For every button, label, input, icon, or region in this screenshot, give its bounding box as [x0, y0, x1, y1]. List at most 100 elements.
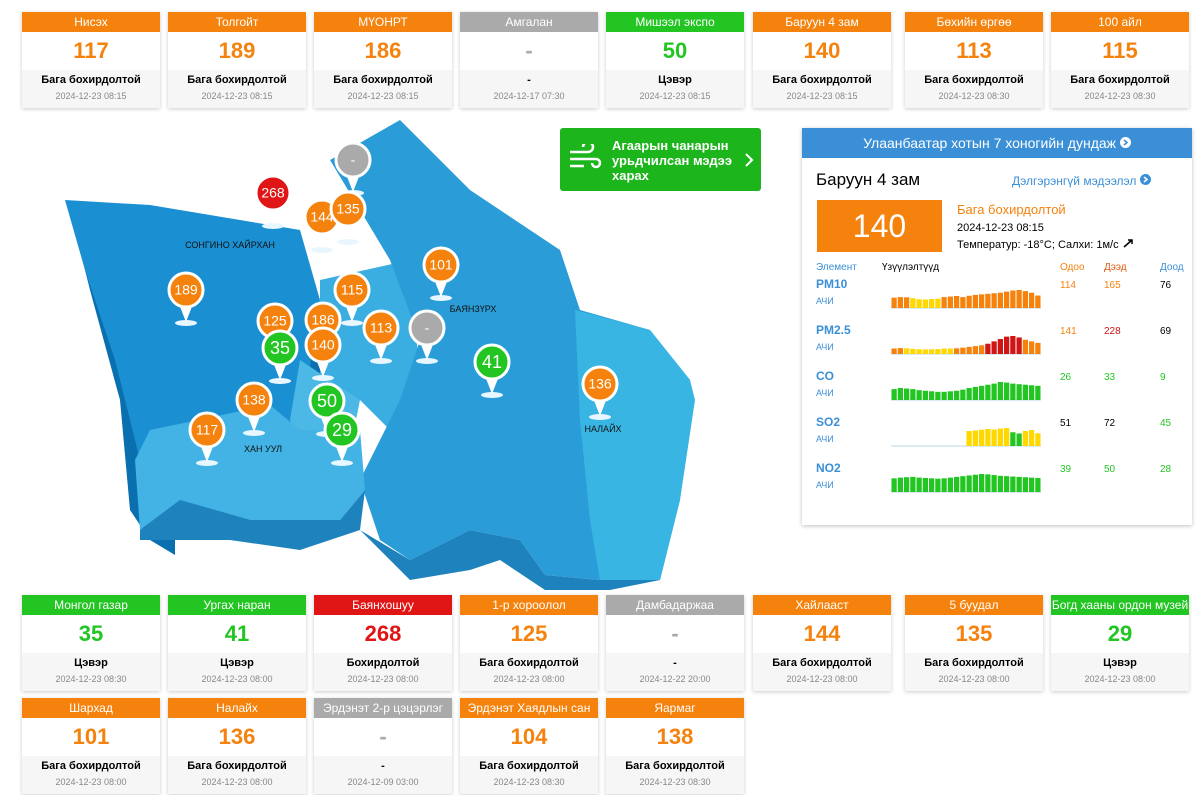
element-high: 50 — [1104, 464, 1116, 475]
station-card[interactable]: Монгол газар 35 Цэвэр 2024-12-23 08:30 — [22, 595, 160, 691]
station-status: Бага бохирдолтой — [187, 760, 287, 772]
station-name: Баянхошуу — [314, 595, 452, 615]
pin-circle — [308, 382, 346, 420]
station-card[interactable]: Налайх 136 Бага бохирдолтой 2024-12-23 08:0… — [168, 698, 306, 794]
forecast-button[interactable]: Агаарын чанарын урьдчилсан мэдээ харах — [560, 128, 761, 191]
element-unit: АЧИ — [816, 434, 834, 444]
station-card[interactable]: 100 айл 115 Бага бохирдолтой 2024-12-23 08:… — [1051, 12, 1189, 108]
station-card[interactable]: Дамбадаржаа - - 2024-12-22 20:00 — [606, 595, 744, 691]
history-bar — [985, 384, 991, 400]
column-header: Элемент — [816, 262, 857, 273]
map-pin[interactable]: 113 — [362, 309, 400, 364]
pin-value: 113 — [370, 320, 393, 336]
history-bar — [991, 341, 997, 354]
history-bar — [910, 389, 916, 400]
station-panel: Улаанбаатар хотын 7 хоногийн дундаж Бару… — [802, 128, 1192, 525]
pin-tail — [247, 414, 261, 432]
station-card[interactable]: Ургах наран 41 Цэвэр 2024-12-23 08:00 — [168, 595, 306, 691]
history-bar — [1010, 383, 1016, 400]
map-pin[interactable]: 41 — [473, 343, 511, 398]
card-footer: Цэвэр 2024-12-23 08:00 — [1051, 653, 1189, 691]
map-pin[interactable]: 138 — [235, 381, 273, 436]
map-pin[interactable]: 135 — [329, 190, 367, 245]
column-header: Үзүүлэлтүүд — [882, 262, 939, 273]
details-link[interactable]: Дэлгэрэнгүй мэдээлэл — [1012, 174, 1151, 188]
card-footer: Бага бохирдолтой 2024-12-23 08:00 — [22, 756, 160, 794]
history-bar — [985, 429, 991, 446]
station-card[interactable]: Эрдэнэт 2-р цэцэрлэг - - 2024-12-09 03:00 — [314, 698, 452, 794]
station-card[interactable]: 1-р хороолол 125 Бага бохирдолтой 2024-12-2… — [460, 595, 598, 691]
station-name: Нисэх — [22, 12, 160, 32]
station-card[interactable]: Мишээл экспо 50 Цэвэр 2024-12-23 08:15 — [606, 12, 744, 108]
map-pin[interactable]: 189 — [167, 271, 205, 326]
map-pin[interactable]: 115 — [333, 271, 371, 326]
history-bar — [972, 294, 978, 308]
station-card[interactable]: Толгойт 189 Бага бохирдолтой 2024-12-23 08:… — [168, 12, 306, 108]
station-card[interactable]: Баруун 4 зам 140 Бага бохирдолтой 2024-12-2… — [753, 12, 891, 108]
pin-tail — [434, 279, 448, 297]
station-status: Бага бохирдолтой — [924, 657, 1024, 669]
map-pin[interactable]: 140 — [304, 326, 342, 381]
column-header: Дээд — [1104, 262, 1127, 273]
history-bar — [947, 391, 953, 400]
station-value: 138 — [656, 724, 694, 749]
map-pin[interactable]: 117 — [188, 411, 226, 466]
station-time: 2024-12-23 08:15 — [639, 91, 711, 101]
station-card[interactable]: Бөхийн өргөө 113 Бага бохирдолтой 2024-12-2… — [905, 12, 1043, 108]
history-bar — [922, 477, 928, 492]
history-bar — [904, 297, 910, 308]
card-footer: Бага бохирдолтой 2024-12-23 08:15 — [314, 70, 452, 108]
station-card[interactable]: Баянхошуу 268 Бохирдолтой 2024-12-23 08:00 — [314, 595, 452, 691]
map-pin[interactable]: 35 — [261, 329, 299, 384]
element-low: 45 — [1160, 418, 1172, 429]
history-bar — [891, 389, 897, 400]
element-high: 33 — [1104, 372, 1116, 383]
map-pin[interactable]: - — [408, 309, 446, 364]
station-card[interactable]: МҮОНРТ 186 Бага бохирдолтой 2024-12-23 08:1… — [314, 12, 452, 108]
map-pin[interactable]: 101 — [422, 246, 460, 301]
card-footer: Бага бохирдолтой 2024-12-23 08:00 — [460, 653, 598, 691]
station-time: 2024-12-23 08:15 — [55, 91, 127, 101]
pin-shadow — [331, 460, 353, 466]
history-bar — [947, 296, 953, 308]
station-card[interactable]: Нисэх 117 Бага бохирдолтой 2024-12-23 08:15 — [22, 12, 160, 108]
station-card[interactable]: Шархад 101 Бага бохирдолтой 2024-12-23 08:0… — [22, 698, 160, 794]
station-card[interactable]: Эрдэнэт Хаядлын сан 104 Бага бохирдолтой 20… — [460, 698, 598, 794]
station-card[interactable]: Яармаг 138 Бага бохирдолтой 2024-12-23 08:3… — [606, 698, 744, 794]
station-card[interactable]: Богд хааны ордон музей 29 Цэвэр 2024-12-23 … — [1051, 595, 1189, 691]
history-bar — [972, 386, 978, 400]
element-name: PM10 — [816, 277, 848, 291]
card-footer: - 2024-12-22 20:00 — [606, 653, 744, 691]
pin-value: 117 — [196, 422, 219, 438]
chevron — [745, 153, 754, 167]
map-pin[interactable]: 29 — [323, 411, 361, 466]
map-pin[interactable]: 268 — [254, 174, 292, 229]
history-bar — [954, 476, 960, 492]
pin-value: 125 — [263, 313, 287, 329]
map-pin[interactable]: 50 — [308, 382, 346, 437]
station-value: 117 — [73, 38, 109, 63]
station-value: - — [379, 724, 387, 749]
history-bar — [960, 297, 966, 308]
element-unit: АЧИ — [816, 342, 834, 352]
history-bar — [922, 349, 928, 354]
station-name: Ургах наран — [168, 595, 306, 615]
history-bar — [916, 299, 922, 308]
station-card[interactable]: Хайлааст 144 Бага бохирдолтой 2024-12-23 08… — [753, 595, 891, 691]
map-pin[interactable]: 136 — [581, 365, 619, 420]
pin-tail — [200, 444, 214, 462]
station-card[interactable]: 5 буудал 135 Бага бохирдолтой 2024-12-23 08… — [905, 595, 1043, 691]
history-bar — [947, 348, 953, 354]
pin-tail — [346, 174, 360, 192]
card-footer: Бага бохирдолтой 2024-12-23 08:30 — [606, 756, 744, 794]
pin-tail — [341, 223, 355, 241]
history-bar — [979, 294, 985, 308]
element-high: 165 — [1104, 280, 1121, 291]
pin-circle — [304, 326, 342, 364]
history-bar — [966, 388, 972, 400]
station-value: - — [525, 38, 533, 63]
panel-header[interactable]: Улаанбаатар хотын 7 хоногийн дундаж — [802, 128, 1192, 158]
pin-tail — [316, 359, 330, 377]
station-card[interactable]: Амгалан - - 2024-12-17 07:30 — [460, 12, 598, 108]
